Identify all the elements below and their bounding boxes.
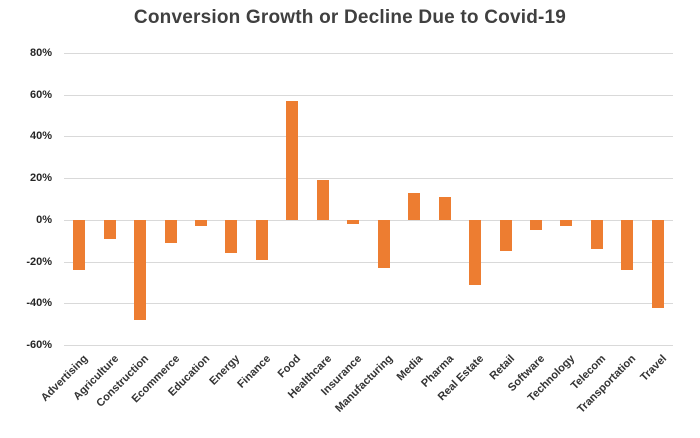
y-axis-tick-label: -20% [26, 256, 52, 268]
bar-education [195, 220, 207, 226]
gridline [64, 345, 673, 346]
gridline [64, 262, 673, 263]
bar-telecom [591, 220, 603, 249]
bar-travel [652, 220, 664, 308]
y-axis-tick-label: 80% [29, 47, 52, 59]
bar-real-estate [469, 220, 481, 285]
y-axis-tick-label: 60% [29, 89, 52, 101]
chart-title: Conversion Growth or Decline Due to Covi… [133, 7, 567, 28]
gridline [64, 53, 673, 54]
y-axis-tick-label: -40% [26, 297, 52, 309]
bar-retail [500, 220, 512, 251]
y-axis-tick-label: -60% [26, 339, 52, 351]
bar-healthcare [317, 180, 329, 220]
bar-ecommerce [165, 220, 177, 243]
gridline [64, 178, 673, 179]
bar-pharma [439, 197, 451, 220]
bar-construction [134, 220, 146, 320]
gridline [64, 303, 673, 304]
bar-finance [256, 220, 268, 260]
bar-transportation [621, 220, 633, 270]
bar-media [408, 193, 420, 220]
bar-agriculture [104, 220, 116, 239]
y-axis-tick-label: 40% [29, 130, 52, 142]
bar-advertising [73, 220, 85, 270]
y-axis-tick-label: 20% [29, 172, 52, 184]
bar-software [530, 220, 542, 230]
bar-food [286, 101, 298, 220]
bar-energy [225, 220, 237, 253]
gridline [64, 95, 673, 96]
bar-manufacturing [378, 220, 390, 268]
bar-insurance [347, 220, 359, 224]
bar-technology [560, 220, 572, 226]
gridline [64, 220, 673, 221]
gridline [64, 136, 673, 137]
y-axis-tick-label: 0% [36, 214, 52, 226]
